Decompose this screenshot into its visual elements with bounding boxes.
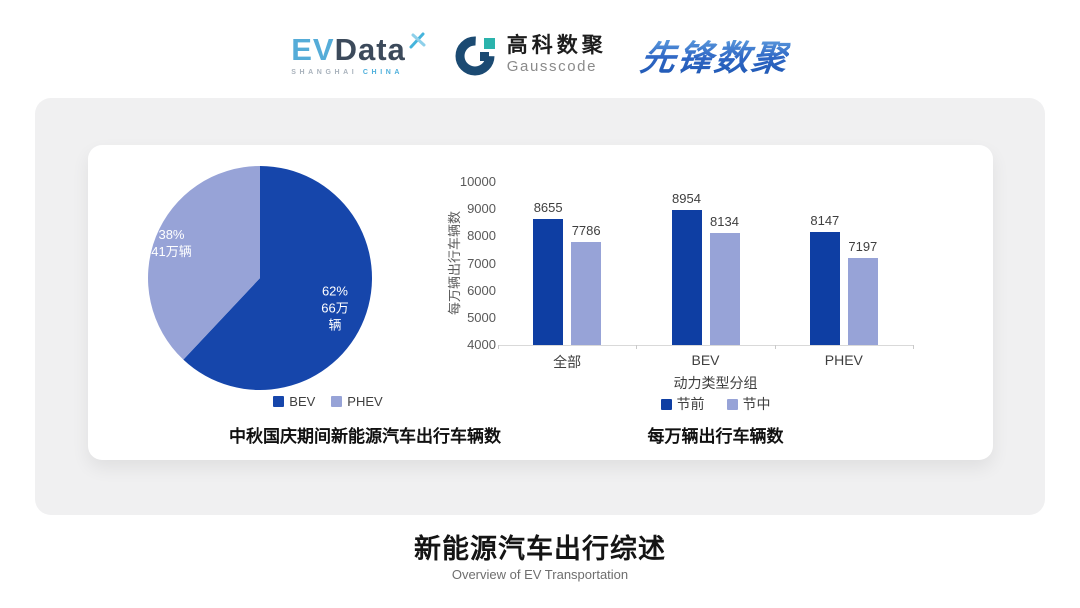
evdata-logo: EV Data SHANGHAI CHINA (291, 32, 428, 76)
bar-unit-节中-BEV: 8134 (709, 214, 740, 345)
bar-节中-全部 (571, 242, 602, 345)
pie-slice-amount: 66万辆 (321, 300, 349, 333)
content-panel: 62% 66万辆 38% 41万辆 BEV PHEV 中秋国庆期间新能源汽车出行车辆数 … (35, 98, 1045, 515)
charts-card: 62% 66万辆 38% 41万辆 BEV PHEV 中秋国庆期间新能源汽车出行车辆数 … (88, 145, 993, 460)
evdata-ev-text: EV (291, 32, 335, 67)
bar-节前-BEV (671, 210, 702, 345)
legend-item-BEV: BEV (273, 394, 315, 409)
pie-legend: BEV PHEV (178, 394, 478, 409)
legend-label: BEV (289, 394, 316, 409)
category-label-PHEV: PHEV (824, 352, 863, 368)
bar-unit-节前-全部: 8655 (533, 200, 564, 345)
bar-chart-title: 每万辆出行车辆数 (647, 427, 784, 446)
bar-节中-PHEV (847, 258, 878, 345)
bar-unit-节前-PHEV: 8147 (809, 213, 840, 345)
y-tick-label: 6000 (467, 282, 496, 298)
bar-value-label: 7786 (571, 223, 601, 238)
evdata-tagline-right: CHINA (362, 69, 404, 76)
legend-label: 节前 (676, 396, 705, 412)
bar-chart-legend: 节前 节中 (438, 394, 993, 414)
bar-value-label: 8655 (533, 200, 563, 215)
category-label-BEV: BEV (691, 352, 720, 368)
legend-label: PHEV (347, 394, 383, 409)
legend-label: 节中 (742, 396, 771, 412)
bar-value-label: 7197 (848, 239, 878, 254)
bar-value-label: 8147 (810, 213, 840, 228)
evdata-tagline-left: SHANGHAI (291, 69, 358, 76)
x-axis-line (498, 345, 913, 346)
x-axis-tick (498, 345, 499, 349)
bar-value-label: 8134 (710, 214, 739, 229)
bar-unit-节前-BEV: 8954 (671, 191, 702, 345)
gausscode-text: 高科数聚 Gausscode (507, 34, 607, 75)
legend-item-PHEV: PHEV (331, 394, 383, 409)
bar-chart: 每万辆出行车辆数 动力类型分组 节前 节中 每万辆出行车辆数 4000 5000 60… (438, 145, 993, 460)
bar-节前-PHEV (809, 232, 840, 345)
x-axis-tick (636, 345, 638, 349)
legend-item-节中: 节中 (726, 394, 771, 414)
pie-chart-svg (148, 166, 373, 390)
bar-group-全部: 8655 7786 (533, 200, 602, 345)
y-tick-label: 8000 (467, 228, 496, 244)
pie-chart-title: 中秋国庆期间新能源汽车出行车辆数 (229, 427, 501, 446)
bar-value-label: 8954 (672, 191, 701, 206)
bar-unit-节中-PHEV: 7197 (847, 239, 878, 345)
bar-chart-x-axis-label: 动力类型分组 (673, 375, 758, 391)
bar-group-BEV: 8954 8134 (671, 191, 740, 345)
pie-slice-percent: 62% (321, 283, 348, 299)
evdata-x-icon (409, 32, 426, 49)
gausscode-cn-name: 高科数聚 (506, 34, 607, 58)
x-axis-tick (913, 345, 914, 349)
bar-unit-节中-全部: 7786 (571, 223, 602, 345)
legend-item-节前: 节前 (660, 394, 705, 414)
pioneer-logo: 先锋数聚 (638, 30, 791, 81)
x-axis-tick (774, 345, 776, 349)
pie-slice-label-phev: 38% 41万辆 (151, 226, 191, 260)
pie-slice-percent: 38% (158, 226, 185, 242)
evdata-data-text: Data (334, 32, 406, 67)
y-tick-label: 7000 (467, 255, 496, 271)
evdata-wordmark: EV Data (291, 32, 428, 67)
header-logos: EV Data SHANGHAI CHINA 高科数聚 Gausscode (0, 24, 1080, 86)
page-subtitle: Overview of EV Transportation (451, 567, 629, 582)
pie-slice-phev (148, 166, 260, 360)
pie-slice-bev (183, 166, 373, 390)
gausscode-en-name: Gausscode (506, 58, 598, 76)
legend-swatch-icon (726, 398, 738, 410)
y-tick-label: 4000 (467, 337, 496, 352)
bar-group-PHEV: 8147 7197 (809, 213, 878, 345)
category-label-全部: 全部 (553, 354, 582, 370)
evdata-tagline: SHANGHAI CHINA (291, 69, 403, 76)
y-tick-label: 10000 (459, 174, 496, 189)
pie-slice-label-bev: 62% 66万辆 (316, 282, 354, 333)
legend-swatch-icon (331, 396, 343, 407)
legend-swatch-icon (660, 398, 672, 410)
y-tick-label: 9000 (467, 201, 496, 217)
bar-节前-全部 (533, 219, 564, 345)
pioneer-wordmark: 先锋数聚 (637, 30, 792, 81)
pie-slice-amount: 41万辆 (151, 243, 192, 259)
legend-swatch-icon (273, 396, 285, 407)
pie-chart: 62% 66万辆 38% 41万辆 (147, 165, 373, 391)
gausscode-logo-icon (455, 36, 495, 76)
bar-节中-BEV (709, 233, 740, 345)
y-tick-label: 5000 (467, 309, 496, 325)
page-title: 新能源汽车出行综述 (414, 534, 666, 564)
gausscode-logo: 高科数聚 Gausscode (454, 33, 607, 77)
